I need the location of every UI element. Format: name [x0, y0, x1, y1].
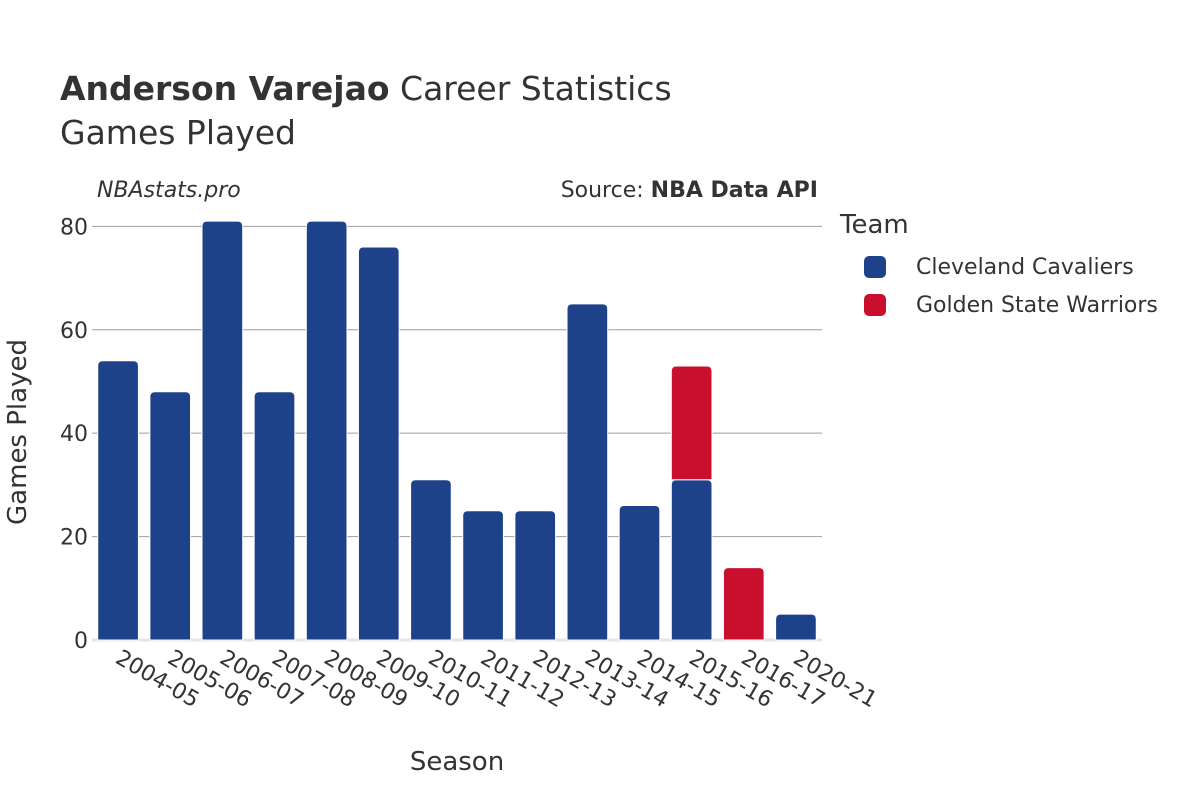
- watermark: NBAstats.pro: [97, 178, 241, 203]
- legend-label-golden-state-warriors: Golden State Warriors: [916, 292, 1158, 318]
- bar-cleveland-cavaliers-2015-16: [670, 479, 713, 641]
- bar-cleveland-cavaliers-2012-13: [514, 510, 557, 641]
- bar-cleveland-cavaliers-2008-09: [305, 220, 348, 641]
- bar-cleveland-cavaliers-2011-12: [462, 510, 504, 641]
- bar-cleveland-cavaliers-2009-10: [357, 246, 400, 641]
- bar-golden-state-warriors-2016-17: [722, 567, 765, 641]
- bar-cleveland-cavaliers-2004-05: [97, 360, 139, 641]
- y-tick-label-40: 40: [60, 422, 88, 447]
- y-tick-label-0: 0: [74, 629, 88, 654]
- legend-swatch-cleveland-cavaliers: [864, 256, 886, 278]
- legend-swatch-golden-state-warriors: [864, 294, 886, 316]
- bar-cleveland-cavaliers-2013-14: [566, 303, 609, 641]
- chart-subtitle: Games Played: [60, 113, 296, 152]
- source-credit: Source: NBA Data API: [561, 178, 818, 203]
- bar-cleveland-cavaliers-2005-06: [149, 391, 192, 641]
- bar-golden-state-warriors-2015-16: [670, 365, 713, 481]
- source-name: NBA Data API: [650, 178, 818, 203]
- title-suffix: Career Statistics: [389, 69, 672, 108]
- legend-item-cleveland-cavaliers[interactable]: Cleveland Cavaliers: [864, 248, 1158, 286]
- chart-title: Anderson Varejao Career Statistics: [60, 68, 672, 110]
- bar-cleveland-cavaliers-2007-08: [253, 391, 296, 641]
- y-axis-label: Games Played: [3, 339, 33, 525]
- bar-cleveland-cavaliers-2006-07: [201, 220, 244, 641]
- y-tick-label-80: 80: [60, 215, 88, 240]
- legend: Team Cleveland Cavaliers Golden State Wa…: [840, 210, 1158, 324]
- bar-cleveland-cavaliers-2020-21: [775, 613, 817, 641]
- legend-title: Team: [840, 210, 909, 240]
- x-axis-label: Season: [410, 747, 504, 777]
- y-tick-label-20: 20: [60, 526, 88, 551]
- player-name: Anderson Varejao: [60, 69, 390, 108]
- y-tick-label-60: 60: [60, 319, 88, 344]
- legend-item-golden-state-warriors[interactable]: Golden State Warriors: [864, 286, 1158, 324]
- legend-label-cleveland-cavaliers: Cleveland Cavaliers: [916, 254, 1134, 280]
- bar-cleveland-cavaliers-2014-15: [618, 505, 661, 641]
- source-prefix: Source:: [560, 178, 651, 203]
- bar-cleveland-cavaliers-2010-11: [410, 479, 452, 641]
